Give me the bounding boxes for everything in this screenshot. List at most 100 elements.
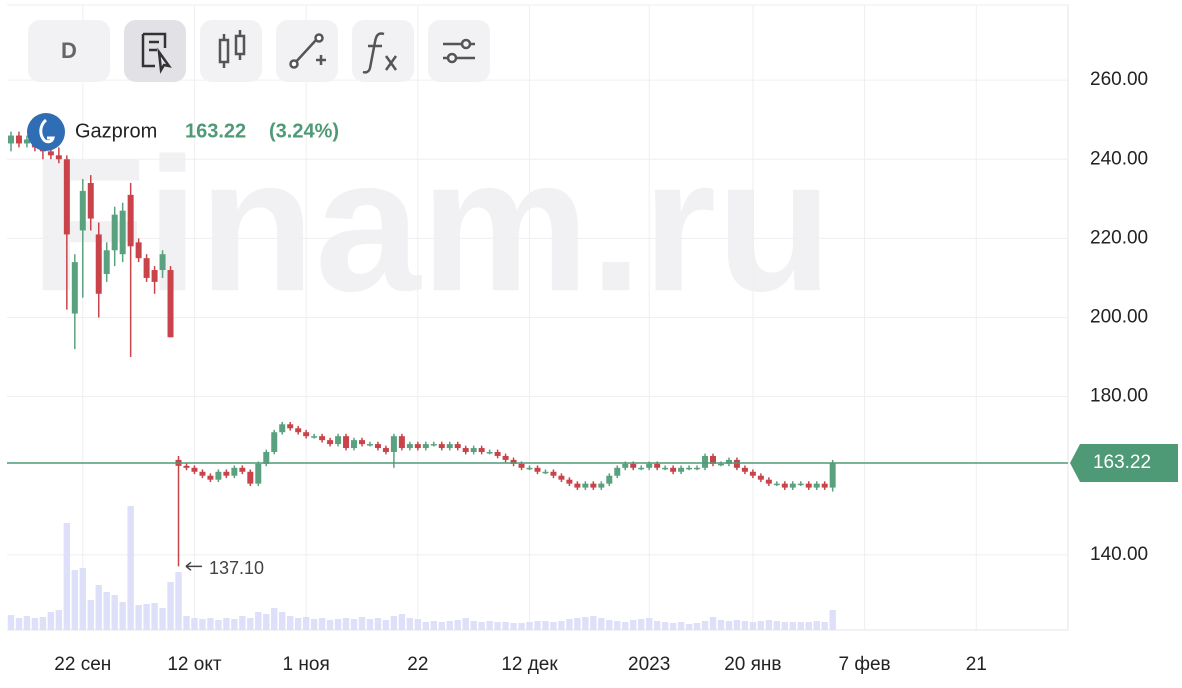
candle-body [231, 467, 238, 476]
volume-bar [223, 618, 230, 630]
y-tick-label: 180.00 [1090, 386, 1148, 407]
candle-body [366, 444, 373, 446]
volume-bar [23, 616, 31, 630]
candle-body [598, 483, 605, 488]
candle-body [510, 459, 517, 464]
low-arrow [185, 561, 202, 571]
candle-body [79, 190, 86, 231]
candle-body [327, 440, 334, 445]
x-tick-label: 21 [966, 654, 987, 675]
volume-bar [55, 610, 63, 630]
volume-bar [247, 618, 254, 630]
candle-body [710, 455, 717, 464]
volume-bar [829, 610, 836, 630]
candle-body [662, 467, 669, 470]
candle-body [438, 444, 445, 449]
volume-bar [135, 605, 142, 630]
y-tick-label: 200.00 [1090, 307, 1148, 328]
x-tick-label: 22 сен [54, 654, 111, 675]
candle-body [813, 483, 820, 488]
volume-bar [677, 622, 685, 630]
volume-bar [239, 616, 246, 630]
candle-body [526, 467, 533, 470]
volume-bar [749, 622, 757, 630]
candle-body [821, 483, 828, 488]
volume-bar [470, 621, 477, 630]
candle-body [494, 451, 501, 456]
volume-bar [374, 618, 382, 630]
volume-bar [781, 622, 788, 630]
volume-bar [486, 621, 493, 630]
volume-bar [15, 618, 23, 630]
volume-bar [526, 622, 533, 630]
candle-body [239, 467, 246, 472]
interval-button[interactable] [28, 20, 110, 82]
candle-body [382, 448, 389, 452]
volume-bar [805, 622, 812, 630]
y-tick-label: 240.00 [1090, 148, 1148, 169]
volume-bar [342, 618, 350, 630]
candle-body [414, 444, 421, 449]
candle-body [630, 463, 637, 468]
indicator-button[interactable] [352, 20, 414, 82]
volume-bar [709, 617, 717, 630]
settings-button[interactable] [428, 20, 490, 82]
volume-bar [438, 622, 445, 630]
volume-bar [207, 618, 214, 630]
volume-bar [310, 619, 318, 630]
price-tag-label: 163.22 [1093, 452, 1151, 473]
candle-body [614, 467, 621, 476]
candle-body [654, 463, 661, 468]
volume-bar [797, 622, 804, 630]
candle-body [590, 483, 597, 488]
volume-bar [574, 618, 581, 630]
candle-body [502, 455, 509, 460]
candle-body [215, 471, 222, 480]
y-tick-label: 140.00 [1090, 544, 1148, 565]
candle-body [430, 444, 437, 446]
x-tick-label: 12 окт [167, 654, 222, 675]
candle-body [127, 194, 134, 247]
volume-bar [175, 572, 182, 630]
volume-bar [717, 620, 725, 630]
volume-bar [294, 618, 302, 630]
volume-bar [789, 622, 796, 630]
candle-body [87, 183, 94, 219]
volume-bar [151, 603, 158, 630]
volume-bar [279, 612, 286, 630]
candle-body [686, 467, 693, 470]
candle-body [279, 424, 286, 433]
candle-body [406, 444, 413, 449]
candle-body [542, 471, 549, 474]
candle-body [63, 159, 70, 235]
candle-body [263, 451, 270, 464]
candle-body [678, 467, 685, 472]
volume-bar [79, 568, 86, 630]
legend-change: (3.24%) [269, 120, 339, 142]
volume-bar [518, 623, 525, 630]
candle-body [191, 467, 198, 472]
volume-bar [430, 621, 437, 630]
volume-bar [494, 622, 501, 630]
legend: Gazprom 163.22 (3.24%) [27, 113, 339, 151]
candle-body [351, 440, 358, 449]
candle-body [550, 471, 557, 476]
volume-bar [318, 618, 326, 630]
candle-button[interactable] [200, 20, 262, 82]
line-icon-dot [289, 59, 299, 69]
volume-bar [366, 619, 374, 630]
settings-knob [460, 38, 472, 50]
volume-bar [111, 595, 118, 630]
candle-body [797, 483, 804, 486]
y-tick-label: 220.00 [1090, 227, 1148, 248]
interval-label: D [61, 38, 77, 63]
candle-body [789, 483, 796, 488]
volume-bar [542, 621, 549, 630]
volume-bar [263, 614, 270, 630]
candle-body [358, 440, 365, 445]
instrument-name: Gazprom [75, 120, 157, 142]
volume-bar [638, 619, 645, 630]
candle-body [47, 151, 54, 156]
candle-body [757, 475, 764, 480]
volume-bar [71, 570, 78, 630]
